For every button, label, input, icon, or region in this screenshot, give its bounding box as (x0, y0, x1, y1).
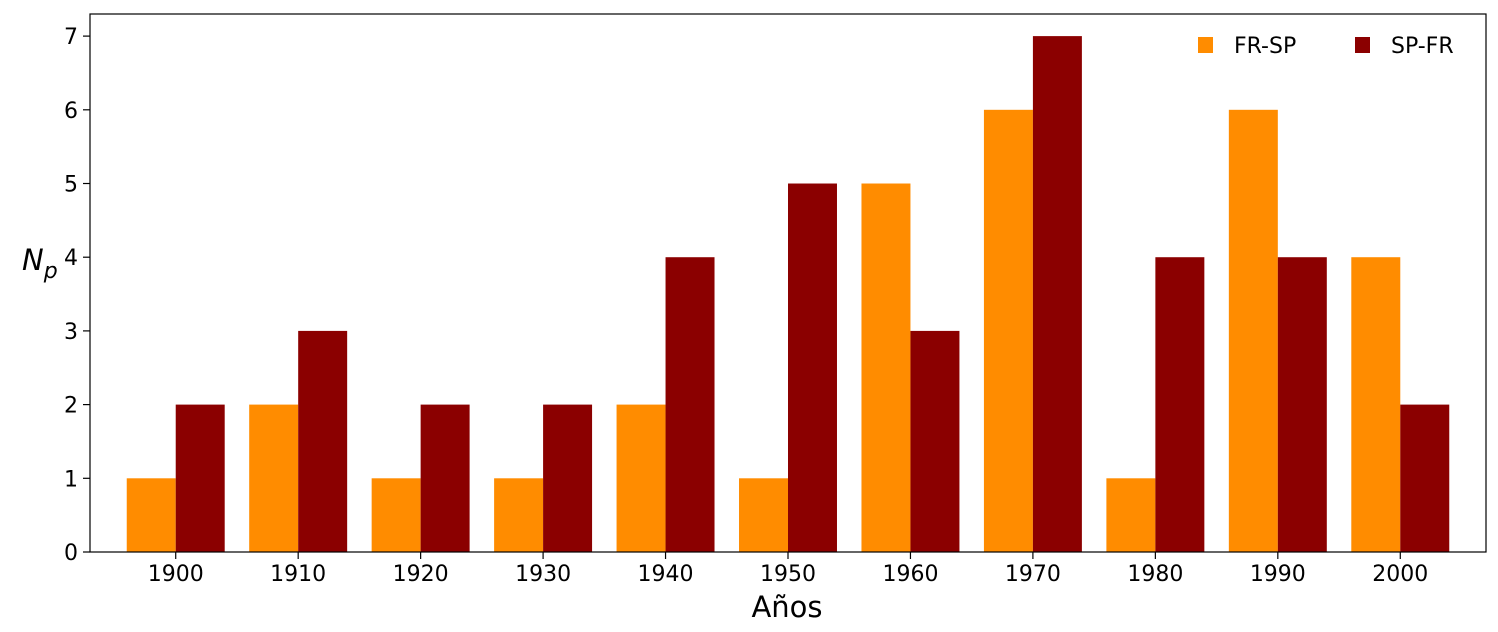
bar-sp-fr-1900 (175, 404, 225, 552)
bar-sp-fr-1920 (420, 404, 470, 552)
legend-label-fr-sp: FR-SP (1234, 34, 1296, 59)
bar-sp-fr-1910 (298, 330, 348, 552)
bar-sp-fr-1970 (1032, 36, 1082, 553)
x-tick-label: 1970 (1005, 562, 1061, 587)
y-axis-title-sub: p (43, 259, 58, 284)
bar-fr-sp-1900 (126, 478, 176, 552)
x-tick-label: 1950 (760, 562, 816, 587)
x-tick-label: 1910 (270, 562, 326, 587)
bar-sp-fr-1960 (910, 330, 960, 552)
bar-fr-sp-1940 (616, 404, 666, 552)
y-tick-label: 7 (64, 25, 78, 50)
bar-fr-sp-1960 (861, 183, 911, 552)
x-tick-label: 1900 (148, 562, 204, 587)
x-axis-title: Años (751, 590, 822, 624)
x-tick-label: 1920 (393, 562, 449, 587)
bar-fr-sp-1970 (983, 109, 1033, 552)
bars-layer (126, 36, 1450, 553)
bar-fr-sp-1920 (371, 478, 421, 552)
bar-sp-fr-1940 (665, 257, 715, 552)
bar-fr-sp-1980 (1106, 478, 1156, 552)
x-tick-label: 1960 (882, 562, 938, 587)
y-tick-label: 6 (64, 99, 78, 124)
bar-sp-fr-1990 (1277, 257, 1327, 552)
x-axis: 1900 1910 1920 1930 1940 1950 1960 1970 1980 1990… (148, 552, 1428, 587)
legend: FR-SP SP-FR (1198, 34, 1454, 59)
bar-fr-sp-1990 (1228, 109, 1278, 552)
bar-sp-fr-2000 (1400, 404, 1450, 552)
bar-fr-sp-1930 (494, 478, 544, 552)
y-tick-label: 5 (64, 173, 78, 198)
y-tick-label: 1 (64, 467, 78, 492)
y-tick-label: 4 (64, 246, 78, 271)
x-tick-label: 2000 (1372, 562, 1428, 587)
bar-fr-sp-2000 (1351, 257, 1401, 552)
y-axis: 0 1 2 3 4 5 6 7 (64, 25, 90, 566)
y-axis-title: Np (22, 243, 58, 284)
bar-fr-sp-1910 (249, 404, 299, 552)
x-tick-label: 1990 (1250, 562, 1306, 587)
x-tick-label: 1940 (638, 562, 694, 587)
x-tick-label: 1980 (1127, 562, 1183, 587)
bar-sp-fr-1930 (543, 404, 593, 552)
y-axis-title-main: N (22, 243, 44, 277)
legend-label-sp-fr: SP-FR (1391, 34, 1454, 59)
bar-sp-fr-1950 (788, 183, 837, 552)
legend-swatch-sp-fr (1355, 37, 1370, 53)
y-tick-label: 2 (64, 394, 78, 419)
x-tick-label: 1930 (515, 562, 571, 587)
bar-sp-fr-1980 (1155, 257, 1205, 552)
y-tick-label: 3 (64, 320, 78, 345)
y-tick-label: 0 (64, 541, 78, 566)
legend-swatch-fr-sp (1198, 37, 1213, 53)
bar-fr-sp-1950 (739, 478, 788, 552)
